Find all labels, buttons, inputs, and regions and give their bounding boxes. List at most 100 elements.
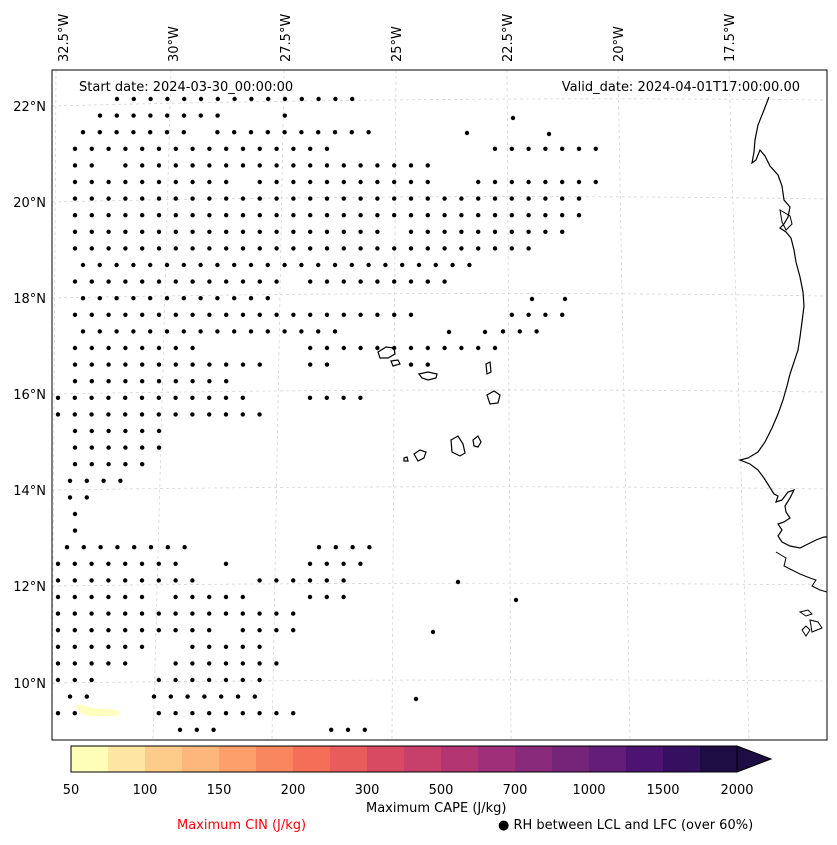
rh-dot xyxy=(492,213,498,218)
rh-dot xyxy=(89,362,95,367)
rh-dot xyxy=(114,262,119,268)
rh-dot xyxy=(190,246,195,251)
rh-dot xyxy=(324,163,330,168)
rh-dot xyxy=(308,213,313,218)
rh-dot xyxy=(509,196,514,201)
rh-dot xyxy=(509,229,514,234)
rh-dot xyxy=(106,146,111,151)
rh-dot xyxy=(492,345,498,351)
rh-dot xyxy=(425,179,430,185)
rh-dot xyxy=(190,578,195,583)
rh-dot xyxy=(89,412,94,417)
rh-dot xyxy=(72,279,78,284)
rh-dot xyxy=(341,578,346,583)
rh-dot xyxy=(510,115,516,121)
rh-dot xyxy=(156,196,162,201)
rh-dot xyxy=(257,644,262,649)
rh-dot xyxy=(375,229,380,234)
rh-dot xyxy=(291,196,296,201)
rh-dot xyxy=(366,262,371,268)
rh-dot xyxy=(257,412,262,417)
cape-verde-islands xyxy=(377,346,501,462)
rh-dot xyxy=(526,179,531,185)
rh-dot xyxy=(55,677,61,683)
rh-dot xyxy=(308,146,313,151)
rh-dot xyxy=(408,179,414,185)
rh-dot xyxy=(106,379,111,384)
rh-dot xyxy=(140,462,145,467)
rh-dot xyxy=(341,312,346,317)
rh-dot xyxy=(324,312,330,317)
rh-dot xyxy=(139,611,145,616)
rh-dot xyxy=(257,163,262,168)
rh-dot xyxy=(198,262,203,268)
rh-dot xyxy=(81,545,87,550)
rh-dot xyxy=(123,561,128,566)
rh-dot xyxy=(123,462,128,467)
rh-dot xyxy=(190,163,195,168)
rh-dot xyxy=(476,229,481,234)
rh-dot xyxy=(324,362,330,367)
colorbar-segment xyxy=(478,746,516,772)
rh-dot xyxy=(140,163,145,168)
colorbar-tick-label: 50 xyxy=(63,783,80,798)
rh-dot xyxy=(123,379,128,384)
rh-dot xyxy=(215,96,220,102)
rh-dot xyxy=(64,545,70,550)
rh-dot xyxy=(375,312,380,317)
rh-dot xyxy=(106,611,111,616)
rh-dot xyxy=(89,179,95,185)
rh-dot xyxy=(223,677,229,683)
rh-dot xyxy=(156,146,162,151)
rh-dot xyxy=(148,329,153,334)
rh-dot xyxy=(425,163,430,168)
rh-dot xyxy=(215,262,220,268)
rh-dot xyxy=(576,213,582,218)
colorbar-label: Maximum CAPE (J/kg) xyxy=(366,801,507,816)
colorbar-tick-label: 2000 xyxy=(720,783,753,798)
rh-dot xyxy=(97,329,103,334)
rh-dot xyxy=(291,312,296,317)
rh-dot xyxy=(139,578,145,583)
rh-dot xyxy=(140,362,145,367)
rh-dot xyxy=(89,661,94,666)
rh-dot xyxy=(240,677,245,683)
rh-dot xyxy=(185,694,190,699)
rh-dot xyxy=(257,229,262,234)
rh-dot xyxy=(190,395,195,400)
colorbar-segment xyxy=(219,746,257,772)
rh-dot xyxy=(132,545,137,550)
rh-dot xyxy=(459,213,464,218)
rh-dot xyxy=(215,130,220,135)
rh-dot xyxy=(476,345,481,351)
rh-dot xyxy=(207,213,212,218)
rh-dot xyxy=(416,262,422,268)
rh-dot xyxy=(392,246,397,251)
rh-dot xyxy=(106,445,111,450)
rh-dot xyxy=(80,262,86,268)
rh-dot xyxy=(265,262,270,268)
rh-dot xyxy=(324,196,330,201)
rh-dot xyxy=(55,561,61,566)
rh-dot xyxy=(198,96,204,102)
rh-dot xyxy=(240,661,245,666)
rh-dot xyxy=(215,113,220,118)
rh-dot xyxy=(72,213,78,218)
rh-dot xyxy=(207,395,212,400)
rh-dot xyxy=(72,462,78,467)
rh-dot xyxy=(55,578,61,583)
rh-dot xyxy=(543,229,548,234)
colorbar-tick-label: 1000 xyxy=(572,783,605,798)
rh-dot xyxy=(266,96,271,102)
rh-dot xyxy=(257,312,262,317)
rh-dot xyxy=(240,594,245,600)
rh-dot xyxy=(164,130,170,135)
rh-dot xyxy=(106,279,111,284)
colorbar-segment xyxy=(182,746,220,772)
rh-dot xyxy=(392,196,397,201)
rh-dot xyxy=(383,262,388,268)
cape-shading-patch xyxy=(76,704,121,716)
rh-dot xyxy=(358,345,363,351)
rh-dot xyxy=(291,611,296,616)
rh-dot xyxy=(408,163,414,168)
